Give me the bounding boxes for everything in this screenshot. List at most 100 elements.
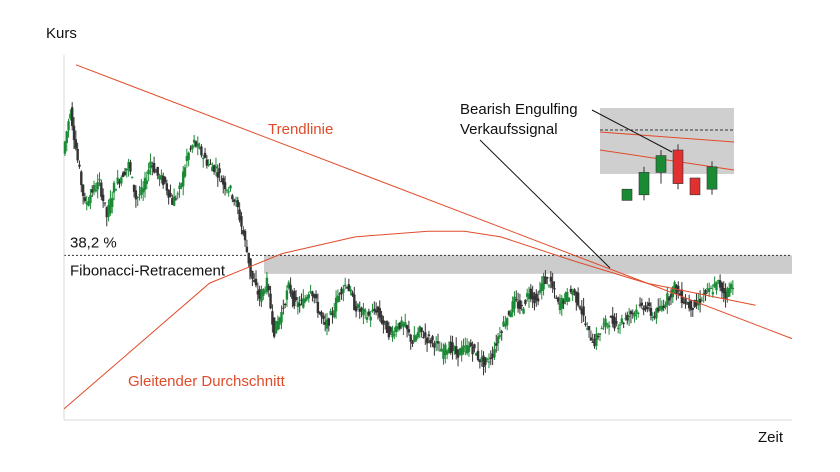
- candle-body: [382, 320, 385, 325]
- candle-body: [252, 280, 256, 282]
- candle-body: [256, 290, 260, 295]
- candle-body: [176, 193, 179, 195]
- candle-body: [364, 309, 367, 312]
- candle-body: [664, 304, 667, 308]
- candle-body: [471, 346, 474, 355]
- candle-body: [728, 288, 731, 297]
- candle-body: [287, 282, 290, 289]
- candle-body: [662, 305, 665, 309]
- candle-body: [101, 194, 105, 202]
- candle-body: [527, 294, 531, 300]
- candle-body: [564, 293, 567, 302]
- candle-body: [464, 346, 467, 348]
- candle-body: [345, 287, 349, 289]
- candle-body: [353, 294, 356, 310]
- candle-body: [376, 306, 380, 313]
- candle-body: [83, 197, 87, 202]
- candle-body: [666, 293, 669, 305]
- candle-body: [91, 189, 94, 193]
- candle-body: [200, 146, 203, 156]
- candle-body: [76, 148, 79, 161]
- candle-body: [476, 350, 480, 360]
- candle-body: [573, 289, 576, 293]
- candle-body: [646, 307, 649, 310]
- candle-body: [667, 297, 671, 301]
- candle-body: [682, 301, 685, 303]
- candle-body: [132, 184, 136, 192]
- candle-body: [371, 310, 374, 312]
- candle-body: [411, 341, 414, 344]
- candle-body: [700, 300, 704, 302]
- candle-body: [657, 307, 660, 312]
- candle-body: [141, 188, 145, 193]
- candle-body: [613, 317, 616, 329]
- trendline: [75, 64, 793, 340]
- candle-body: [333, 310, 336, 318]
- candle-body: [611, 315, 614, 324]
- candle-body: [373, 308, 376, 311]
- candle-body: [222, 178, 225, 185]
- candle-body: [606, 323, 609, 325]
- candle-body: [98, 179, 101, 181]
- candle-body: [251, 270, 254, 279]
- candle-body: [311, 291, 314, 297]
- candle-body: [595, 333, 598, 346]
- candle-body: [72, 125, 76, 141]
- candle-body: [671, 287, 674, 298]
- candle-body: [627, 315, 631, 317]
- candle-body: [404, 322, 407, 327]
- candle-body: [151, 165, 154, 167]
- candle-body: [598, 333, 602, 336]
- candle-body: [161, 175, 165, 185]
- candle-body: [303, 298, 307, 302]
- candle-body: [449, 341, 452, 353]
- candle-body: [420, 327, 423, 332]
- candle-body: [515, 299, 518, 301]
- candle-body: [509, 312, 513, 317]
- candle-body: [495, 343, 498, 346]
- candle-body: [218, 168, 221, 174]
- candle-body: [236, 200, 240, 208]
- candle-body: [629, 311, 633, 315]
- candle-body: [616, 327, 620, 329]
- candle-body: [223, 182, 227, 190]
- candle-body: [516, 301, 520, 309]
- candle-body: [604, 318, 607, 328]
- candle-body: [393, 334, 396, 336]
- candle-body: [418, 326, 422, 333]
- signal-pointer-line: [479, 139, 611, 269]
- candle-body: [713, 283, 716, 287]
- candle-body: [651, 317, 654, 319]
- candle-body: [316, 301, 320, 313]
- candle-body: [546, 277, 549, 279]
- candle-body: [207, 164, 210, 166]
- candle-body: [593, 338, 596, 347]
- candle-body: [673, 282, 676, 289]
- candle-body: [127, 162, 130, 169]
- candle-body: [469, 342, 472, 347]
- candle-body: [282, 307, 285, 309]
- candle-body: [485, 358, 489, 360]
- candle-body: [489, 357, 492, 360]
- candle-body: [711, 292, 715, 295]
- candle-body: [320, 312, 323, 317]
- candle-body: [196, 143, 199, 147]
- candle-body: [109, 198, 112, 214]
- candle-body: [549, 276, 553, 282]
- candle-body: [280, 311, 283, 323]
- candle-body: [504, 323, 507, 327]
- candle-body: [698, 298, 702, 304]
- candle-body: [687, 301, 691, 309]
- candle-body: [92, 184, 96, 192]
- inset-candle-body: [638, 172, 650, 196]
- candle-body: [409, 334, 412, 342]
- candle-body: [285, 290, 289, 300]
- moving-average-label: Gleitender Durchschnitt: [128, 373, 286, 390]
- candle-body: [160, 174, 163, 180]
- candle-body: [438, 350, 442, 352]
- inset-candle-body: [621, 188, 633, 201]
- candle-body: [644, 305, 647, 310]
- candle-body: [465, 345, 469, 354]
- candle-body: [460, 347, 463, 356]
